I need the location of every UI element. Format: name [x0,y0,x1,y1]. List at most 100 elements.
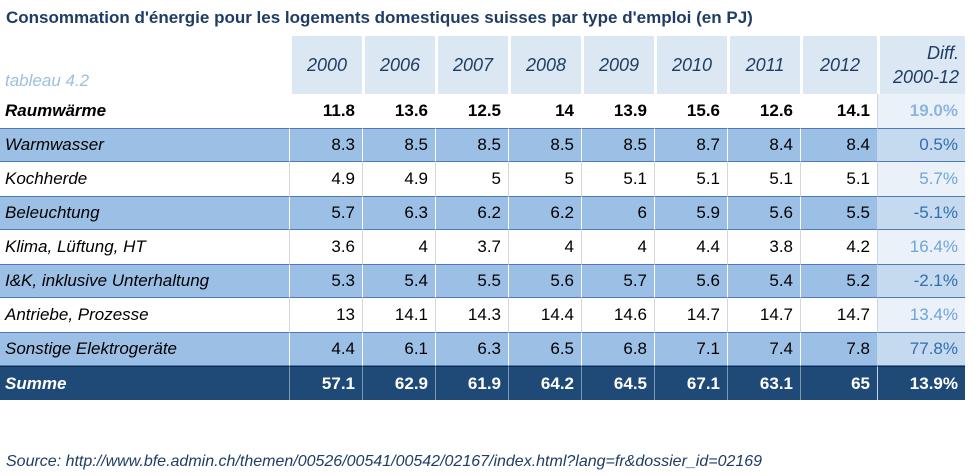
value-cell: 14.7 [800,298,877,332]
value-cell: 11.8 [289,94,362,128]
value-cell: 5 [435,162,508,196]
value-cell: 5.3 [289,264,362,298]
diff-cell: 77.8% [877,332,965,366]
value-cell: 63.1 [727,366,800,400]
value-cell: 8.5 [581,128,654,162]
row-label: Sonstige Elektrogeräte [0,332,289,366]
value-cell: 6.3 [362,196,435,230]
value-cell: 13 [289,298,362,332]
value-cell: 14.1 [362,298,435,332]
value-cell: 5.7 [289,196,362,230]
value-cell: 12.6 [727,94,800,128]
row-label: Antriebe, Prozesse [0,298,289,332]
value-cell: 4.4 [654,230,727,264]
diff-cell: 16.4% [877,230,965,264]
value-cell: 4.2 [800,230,877,264]
value-cell: 7.4 [727,332,800,366]
value-cell: 8.4 [727,128,800,162]
diff-header-line1: Diff. [926,43,959,63]
column-header: 2008 [508,36,581,94]
row-label: Kochherde [0,162,289,196]
column-header: 2007 [435,36,508,94]
value-cell: 4.4 [289,332,362,366]
value-cell: 3.8 [727,230,800,264]
diff-cell: 5.7% [877,162,965,196]
value-cell: 5.6 [508,264,581,298]
diff-cell: 13.9% [877,366,965,400]
value-cell: 8.3 [289,128,362,162]
value-cell: 14.7 [654,298,727,332]
value-cell: 6.5 [508,332,581,366]
value-cell: 6.2 [508,196,581,230]
value-cell: 8.5 [508,128,581,162]
column-header: 2006 [362,36,435,94]
value-cell: 64.5 [581,366,654,400]
diff-cell: 13.4% [877,298,965,332]
value-cell: 5.9 [654,196,727,230]
value-cell: 6.8 [581,332,654,366]
value-cell: 6.3 [435,332,508,366]
diff-cell: -2.1% [877,264,965,298]
value-cell: 14.6 [581,298,654,332]
value-cell: 13.9 [581,94,654,128]
value-cell: 5.4 [362,264,435,298]
diff-cell: 19.0% [877,94,965,128]
value-cell: 5.5 [435,264,508,298]
value-cell: 5.6 [727,196,800,230]
value-cell: 67.1 [654,366,727,400]
row-label: Summe [0,366,289,400]
value-cell: 12.5 [435,94,508,128]
row-label: Warmwasser [0,128,289,162]
row-label: I&K, inklusive Unterhaltung [0,264,289,298]
value-cell: 5.6 [654,264,727,298]
value-cell: 6.2 [435,196,508,230]
value-cell: 3.6 [289,230,362,264]
value-cell: 8.4 [800,128,877,162]
value-cell: 61.9 [435,366,508,400]
value-cell: 6 [581,196,654,230]
value-cell: 7.8 [800,332,877,366]
value-cell: 4.9 [289,162,362,196]
value-cell: 7.1 [654,332,727,366]
column-header: 2011 [727,36,800,94]
diff-cell: 0.5% [877,128,965,162]
value-cell: 5 [508,162,581,196]
diff-header-line2: 2000-12 [892,67,959,87]
value-cell: 64.2 [508,366,581,400]
diff-header: Diff. 2000-12 [877,36,965,94]
column-header: 2012 [800,36,877,94]
value-cell: 5.7 [581,264,654,298]
value-cell: 5.1 [654,162,727,196]
value-cell: 3.7 [435,230,508,264]
row-label: Raumwärme [0,94,289,128]
value-cell: 5.1 [800,162,877,196]
value-cell: 5.5 [800,196,877,230]
value-cell: 14.3 [435,298,508,332]
value-cell: 4 [581,230,654,264]
value-cell: 8.5 [435,128,508,162]
value-cell: 62.9 [362,366,435,400]
column-header: 2009 [581,36,654,94]
value-cell: 5.1 [727,162,800,196]
value-cell: 5.4 [727,264,800,298]
value-cell: 14.1 [800,94,877,128]
value-cell: 4 [362,230,435,264]
table-title: Consommation d'énergie pour les logement… [6,8,753,27]
table-label: tableau 4.2 [0,36,289,94]
value-cell: 14.4 [508,298,581,332]
column-header: 2010 [654,36,727,94]
energy-table: tableau 4.2 2000 2006 2007 2008 2009 201… [0,36,978,400]
value-cell: 57.1 [289,366,362,400]
value-cell: 14.7 [727,298,800,332]
row-label: Klima, Lüftung, HT [0,230,289,264]
value-cell: 4.9 [362,162,435,196]
value-cell: 5.1 [581,162,654,196]
value-cell: 6.1 [362,332,435,366]
value-cell: 65 [800,366,877,400]
row-label: Beleuchtung [0,196,289,230]
value-cell: 13.6 [362,94,435,128]
value-cell: 5.2 [800,264,877,298]
value-cell: 4 [508,230,581,264]
column-header: 2000 [289,36,362,94]
source-note: Source: http://www.bfe.admin.ch/themen/0… [6,453,763,470]
